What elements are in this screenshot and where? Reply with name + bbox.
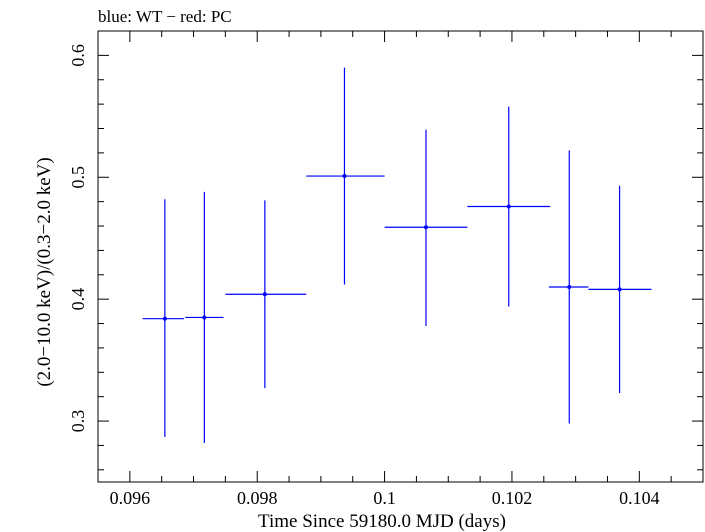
data-point	[506, 204, 511, 209]
y-axis-label: (2.0−10.0 keV)/(0.3−2.0 keV)	[34, 157, 55, 386]
x-tick-label: 0.102	[492, 488, 533, 508]
data-point	[423, 225, 428, 230]
data-point	[262, 292, 267, 297]
x-tick-label: 0.104	[619, 488, 660, 508]
x-axis-ticks: 0.096 0.098 0.1 0.102 0.104	[97, 31, 704, 508]
y-tick-label: 0.3	[68, 410, 88, 433]
x-tick-label: 0.1	[373, 488, 396, 508]
y-tick-label: 0.5	[68, 166, 88, 189]
x-tick-label: 0.096	[110, 488, 151, 508]
data-point	[342, 174, 347, 179]
chart-title: blue: WT − red: PC	[98, 7, 232, 26]
data-point	[202, 315, 207, 320]
data-points	[142, 67, 652, 443]
y-axis-ticks: 0.3 0.4 0.5 0.6	[68, 30, 703, 471]
data-point	[162, 316, 167, 321]
x-tick-label: 0.098	[237, 488, 278, 508]
x-axis-label: Time Since 59180.0 MJD (days)	[258, 511, 506, 532]
data-point	[567, 284, 572, 289]
y-tick-label: 0.4	[68, 288, 88, 311]
y-tick-label: 0.6	[68, 44, 88, 67]
data-point	[617, 287, 622, 292]
plot-frame-group	[97, 30, 704, 483]
plot-frame	[97, 30, 704, 483]
